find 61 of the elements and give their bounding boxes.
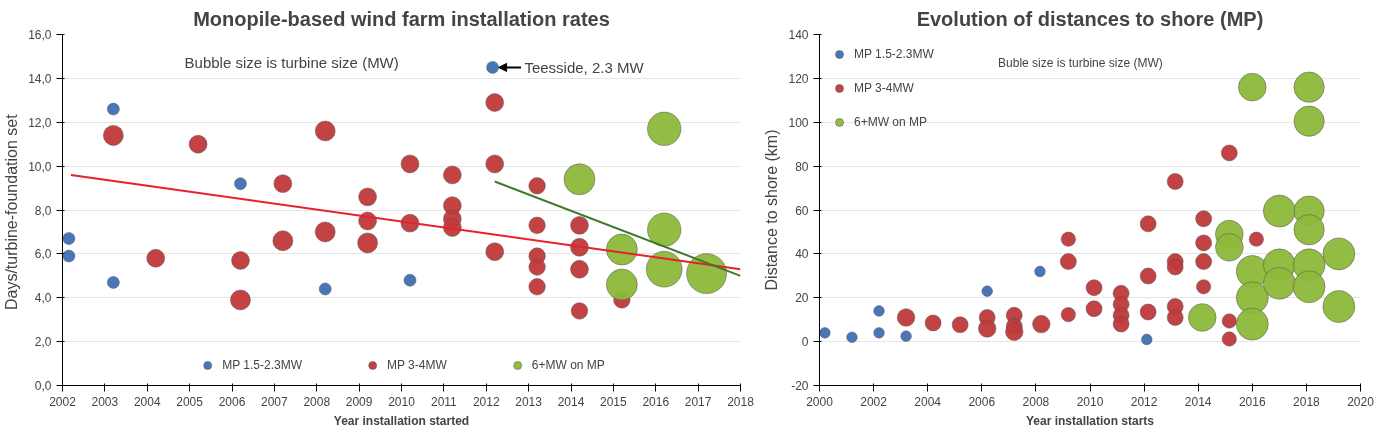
x-tick-label: 2002 <box>860 394 888 409</box>
annotation: Buble size is turbine size (MW) <box>998 55 1163 70</box>
x-tick-label: 2009 <box>345 394 373 409</box>
x-tick-label: 2011 <box>430 394 458 409</box>
y-tick-label: 0 <box>801 335 809 350</box>
y-tick-label: 40 <box>795 247 809 262</box>
y-tick-label: 0,0 <box>34 379 52 393</box>
x-tick-label: 2007 <box>261 394 289 409</box>
x-tick-label: 2017 <box>684 394 712 409</box>
x-tick-label: 2002 <box>49 394 77 409</box>
x-tick-label: 2006 <box>218 394 246 409</box>
x-tick-label: 2006 <box>968 394 996 409</box>
legend-label: 6+MW on MP <box>531 358 605 372</box>
y-tick-label: 2,0 <box>34 335 52 350</box>
x-tick-label: 2000 <box>806 394 834 409</box>
x-tick-label: 2015 <box>600 394 628 409</box>
x-tick-label: 2008 <box>303 394 331 409</box>
y-tick-label: 4,0 <box>34 291 52 306</box>
annotation: Teesside, 2.3 MW <box>524 58 645 76</box>
x-tick-label: 2005 <box>176 394 204 409</box>
legend-label: 6+MW on MP <box>854 115 928 129</box>
x-tick-label: 2004 <box>133 394 161 409</box>
y-axis-title: Distance to shore (km) <box>763 129 781 291</box>
x-axis-title: Year installation started <box>333 413 470 428</box>
y-tick-label: 60 <box>795 203 809 218</box>
y-tick-label: 80 <box>795 159 809 174</box>
x-tick-label: 2020 <box>1347 394 1375 409</box>
y-tick-label: 14,0 <box>28 71 52 86</box>
y-tick-label: 100 <box>788 115 809 130</box>
x-axis-title: Year installation starts <box>1025 413 1155 428</box>
x-tick-label: 2008 <box>1022 394 1050 409</box>
x-tick-label: 2003 <box>91 394 119 409</box>
y-axis-title: Days/turbine-foundation set <box>3 113 21 311</box>
chart-title: Monopile-based wind farm installation rates <box>193 7 610 30</box>
x-tick-label: 2012 <box>472 394 500 409</box>
x-tick-label: 2014 <box>1184 394 1212 409</box>
x-tick-label: 2010 <box>388 394 416 409</box>
y-tick-label: 10,0 <box>28 159 52 174</box>
y-tick-label: 12,0 <box>28 115 52 130</box>
x-tick-label: 2013 <box>515 394 543 409</box>
x-tick-label: 2016 <box>1238 394 1266 409</box>
x-tick-label: 2012 <box>1130 394 1158 409</box>
y-tick-label: 6,0 <box>34 247 52 262</box>
y-tick-label: 8,0 <box>34 203 52 218</box>
x-tick-label: 2018 <box>1293 394 1321 409</box>
x-tick-label: 2010 <box>1076 394 1104 409</box>
legend-label: MP 1.5-2.3MW <box>222 358 302 372</box>
legend-label: MP 3-4MW <box>854 81 914 95</box>
x-tick-label: 2004 <box>914 394 942 409</box>
y-tick-label: 120 <box>788 71 809 86</box>
annotation: Bubble size is turbine size (MW) <box>184 54 399 72</box>
chart-title: Evolution of distances to shore (MP) <box>916 7 1264 30</box>
legend-label: MP 1.5-2.3MW <box>854 47 934 61</box>
x-tick-label: 2014 <box>557 394 585 409</box>
x-tick-label: 2016 <box>642 394 670 409</box>
x-tick-label: 2018 <box>727 394 755 409</box>
y-tick-label: 20 <box>795 291 809 306</box>
y-tick-label: -20 <box>791 379 809 393</box>
legend-label: MP 3-4MW <box>386 358 447 372</box>
y-tick-label: 16,0 <box>28 28 52 42</box>
y-tick-label: 140 <box>788 28 809 42</box>
